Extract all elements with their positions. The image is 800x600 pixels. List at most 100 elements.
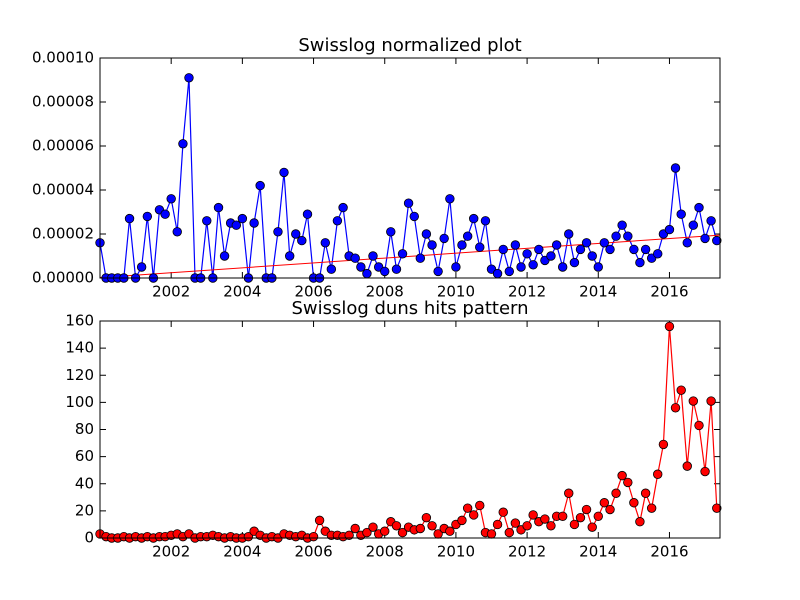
data-point xyxy=(670,163,681,173)
data-point xyxy=(184,73,194,83)
data-point xyxy=(581,238,592,248)
data-point xyxy=(694,420,704,431)
data-point xyxy=(451,262,461,272)
data-point xyxy=(243,531,254,542)
data-point xyxy=(635,257,645,268)
data-point xyxy=(653,249,663,259)
data-point xyxy=(551,240,562,250)
data-point xyxy=(415,523,426,534)
series-line xyxy=(99,77,718,280)
data-point xyxy=(629,498,639,508)
data-point xyxy=(599,238,610,248)
y-tick-label: 140 xyxy=(65,339,94,357)
data-point xyxy=(397,249,408,259)
data-point xyxy=(362,527,372,538)
data-point xyxy=(391,264,402,274)
data-point xyxy=(415,253,426,263)
data-point xyxy=(237,213,248,224)
data-point xyxy=(546,251,556,261)
data-point xyxy=(285,251,295,261)
data-point xyxy=(219,251,230,261)
data-point xyxy=(166,194,176,204)
data-point xyxy=(291,229,301,239)
data-point xyxy=(587,522,597,532)
data-point xyxy=(142,211,153,222)
x-tick-label: 2012 xyxy=(508,543,546,561)
data-point xyxy=(534,244,544,255)
data-point xyxy=(522,249,532,259)
y-tick-label: 80 xyxy=(75,420,94,438)
x-tick-label: 2012 xyxy=(508,283,546,301)
data-point xyxy=(368,251,378,261)
data-point xyxy=(457,240,467,250)
data-point xyxy=(700,233,710,244)
data-point xyxy=(575,244,586,255)
data-point xyxy=(498,244,508,255)
data-point xyxy=(326,264,337,274)
y-tick-label: 60 xyxy=(75,447,94,465)
data-point xyxy=(492,519,503,530)
data-point xyxy=(528,510,538,520)
data-point xyxy=(492,268,503,279)
data-point xyxy=(617,470,627,481)
data-point xyxy=(546,521,556,531)
data-point xyxy=(682,238,692,248)
data-point xyxy=(302,209,313,219)
data-point xyxy=(202,216,212,226)
data-point xyxy=(700,466,710,477)
data-point xyxy=(617,220,627,230)
x-tick-label: 2002 xyxy=(152,283,190,301)
data-point xyxy=(403,198,414,208)
data-point xyxy=(486,529,497,539)
data-point xyxy=(297,235,307,246)
data-point xyxy=(172,227,182,237)
data-point xyxy=(273,227,283,237)
data-point xyxy=(462,231,473,241)
series-line xyxy=(99,326,718,539)
data-point xyxy=(397,527,408,538)
data-point xyxy=(569,519,580,530)
data-point xyxy=(504,266,514,277)
y-tick-label: 0.00002 xyxy=(32,225,94,243)
axes-frame xyxy=(99,320,721,539)
data-point xyxy=(694,202,704,213)
data-point xyxy=(522,521,532,531)
data-point xyxy=(575,512,586,523)
y-tick-label: 0.00010 xyxy=(32,49,94,67)
data-point xyxy=(386,227,396,237)
data-point xyxy=(249,218,259,228)
data-point xyxy=(516,262,526,272)
data-point xyxy=(445,526,455,536)
data-point xyxy=(510,240,521,250)
data-point xyxy=(664,321,675,332)
data-point xyxy=(380,526,390,536)
data-point xyxy=(635,517,645,527)
data-point xyxy=(540,514,550,524)
x-tick-label: 2016 xyxy=(650,543,688,561)
data-point xyxy=(368,522,378,532)
data-point xyxy=(605,244,615,255)
data-point xyxy=(421,229,432,239)
data-point xyxy=(439,233,449,244)
data-point xyxy=(664,224,675,235)
y-tick-label: 100 xyxy=(65,393,94,411)
data-point xyxy=(124,213,135,224)
data-point xyxy=(599,498,610,508)
data-point xyxy=(255,180,265,191)
y-tick-label: 160 xyxy=(65,312,94,330)
data-point xyxy=(391,521,402,531)
data-point xyxy=(706,396,716,406)
data-point xyxy=(362,268,372,279)
data-point xyxy=(658,439,669,450)
x-tick-label: 2006 xyxy=(294,283,332,301)
data-point xyxy=(528,260,538,270)
data-point xyxy=(338,202,348,213)
data-point xyxy=(611,231,621,241)
data-point xyxy=(433,266,443,277)
data-point xyxy=(587,251,597,261)
data-point xyxy=(623,231,633,241)
data-point xyxy=(712,503,722,513)
trend-line xyxy=(99,234,721,279)
